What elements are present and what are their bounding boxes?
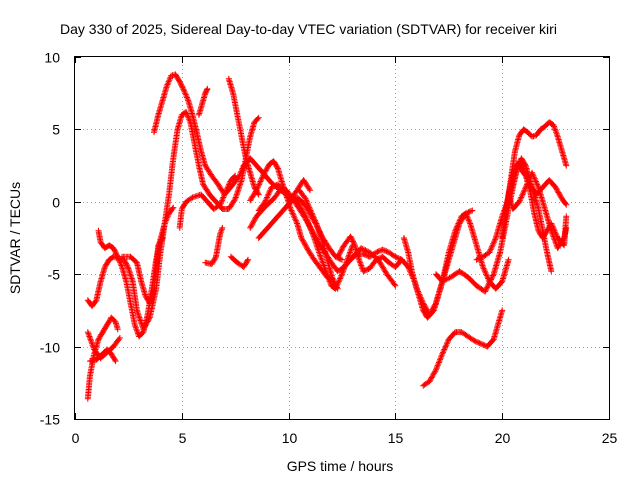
series-markers: [119, 235, 166, 307]
grid-lines: [75, 57, 609, 419]
series-markers: [84, 329, 123, 362]
data-points: [84, 71, 570, 402]
axis-ticks: 0 5 10 15 20 25 -15 -10 -5 0 5 10: [40, 50, 618, 447]
series-track-26: [505, 169, 570, 252]
y-tick-label: 10: [44, 50, 60, 66]
series-track-2: [84, 329, 123, 362]
series-track-4: [84, 109, 262, 333]
series-markers: [334, 207, 476, 321]
series-track-10: [202, 224, 226, 268]
x-tick-label: 25: [602, 430, 618, 446]
x-tick-label: 5: [179, 430, 187, 446]
y-tick-label: -15: [40, 412, 60, 428]
plot-frame: [74, 56, 610, 420]
y-tick-label: 0: [52, 195, 60, 211]
x-axis-label: GPS time / hours: [287, 458, 394, 474]
x-tick-label: 20: [495, 430, 511, 446]
x-tick-label: 0: [72, 430, 80, 446]
series-markers: [84, 314, 121, 402]
series-track-3: [87, 346, 119, 365]
series-track-19: [349, 245, 399, 289]
series-markers: [84, 109, 262, 333]
y-tick-label: -5: [48, 267, 61, 283]
series-track-11: [225, 75, 262, 198]
x-tick-label: 10: [282, 430, 298, 446]
series-track-6: [119, 235, 166, 307]
series-markers: [296, 187, 341, 292]
series-track-22: [420, 307, 506, 389]
series-markers: [420, 307, 506, 389]
series-track-1: [84, 314, 121, 402]
series-track-9: [195, 85, 211, 118]
series-track-16: [255, 177, 313, 214]
series-markers: [225, 75, 262, 198]
series-markers: [227, 253, 251, 270]
series-markers: [349, 245, 399, 289]
series-track-12: [227, 253, 251, 270]
y-axis-label: SDTVAR / TECUs: [7, 182, 23, 294]
y-tick-label: -10: [40, 340, 60, 356]
series-track-17: [296, 187, 341, 292]
y-tick-label: 5: [52, 122, 60, 138]
series-track-18: [334, 207, 476, 321]
x-tick-label: 15: [388, 430, 404, 446]
chart-title: Day 330 of 2025, Sidereal Day-to-day VTE…: [60, 21, 557, 37]
series-markers: [255, 177, 313, 214]
series-markers: [176, 172, 239, 231]
series-markers: [87, 346, 119, 365]
series-markers: [195, 85, 211, 118]
series-markers: [202, 224, 226, 268]
series-markers: [505, 169, 570, 252]
series-track-8: [176, 172, 239, 231]
